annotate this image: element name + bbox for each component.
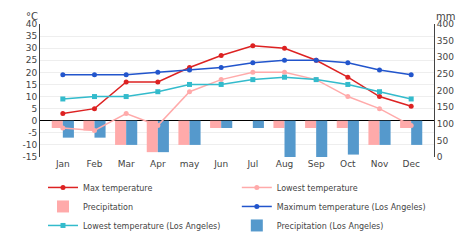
svg-text:may: may xyxy=(180,159,200,169)
svg-text:30: 30 xyxy=(26,43,38,53)
svg-text:Feb: Feb xyxy=(87,159,103,169)
svg-text:Lowest temperature (Los Angele: Lowest temperature (Los Angeles) xyxy=(83,222,220,231)
svg-text:35: 35 xyxy=(26,31,37,41)
svg-text:50: 50 xyxy=(437,136,449,146)
svg-text:400: 400 xyxy=(437,19,454,29)
svg-text:250: 250 xyxy=(437,69,454,79)
svg-text:0: 0 xyxy=(437,152,443,162)
svg-text:Maximum temperature (Los Angel: Maximum temperature (Los Angeles) xyxy=(277,203,426,212)
svg-text:Precipitation (Los Angeles): Precipitation (Los Angeles) xyxy=(277,222,384,231)
svg-text:150: 150 xyxy=(437,102,454,112)
svg-text:mm: mm xyxy=(436,11,455,22)
svg-text:-5: -5 xyxy=(28,128,37,138)
svg-text:Jul: Jul xyxy=(246,159,258,169)
svg-text:Precipitation: Precipitation xyxy=(83,203,133,212)
svg-text:-15: -15 xyxy=(22,152,37,162)
svg-text:0: 0 xyxy=(31,116,37,126)
svg-text:40: 40 xyxy=(26,19,38,29)
svg-text:Max temperature: Max temperature xyxy=(83,184,152,193)
svg-text:°C: °C xyxy=(26,11,38,22)
svg-text:Dec: Dec xyxy=(402,159,419,169)
svg-text:20: 20 xyxy=(26,68,38,78)
svg-text:Jan: Jan xyxy=(55,159,70,169)
svg-text:Lowest temperature: Lowest temperature xyxy=(277,184,358,193)
svg-text:Nov: Nov xyxy=(371,159,389,169)
svg-text:350: 350 xyxy=(437,36,454,46)
svg-text:5: 5 xyxy=(31,104,37,114)
svg-text:Aug: Aug xyxy=(276,159,294,169)
svg-text:10: 10 xyxy=(26,92,38,102)
svg-text:Sep: Sep xyxy=(308,159,325,169)
svg-text:Oct: Oct xyxy=(340,159,356,169)
svg-text:Jun: Jun xyxy=(213,159,228,169)
svg-text:-10: -10 xyxy=(22,140,37,150)
svg-text:Apr: Apr xyxy=(150,159,166,169)
svg-text:Mar: Mar xyxy=(118,159,135,169)
svg-text:15: 15 xyxy=(26,80,37,90)
svg-text:25: 25 xyxy=(26,55,37,65)
svg-text:300: 300 xyxy=(437,52,454,62)
svg-text:100: 100 xyxy=(437,119,454,129)
svg-text:200: 200 xyxy=(437,86,454,96)
